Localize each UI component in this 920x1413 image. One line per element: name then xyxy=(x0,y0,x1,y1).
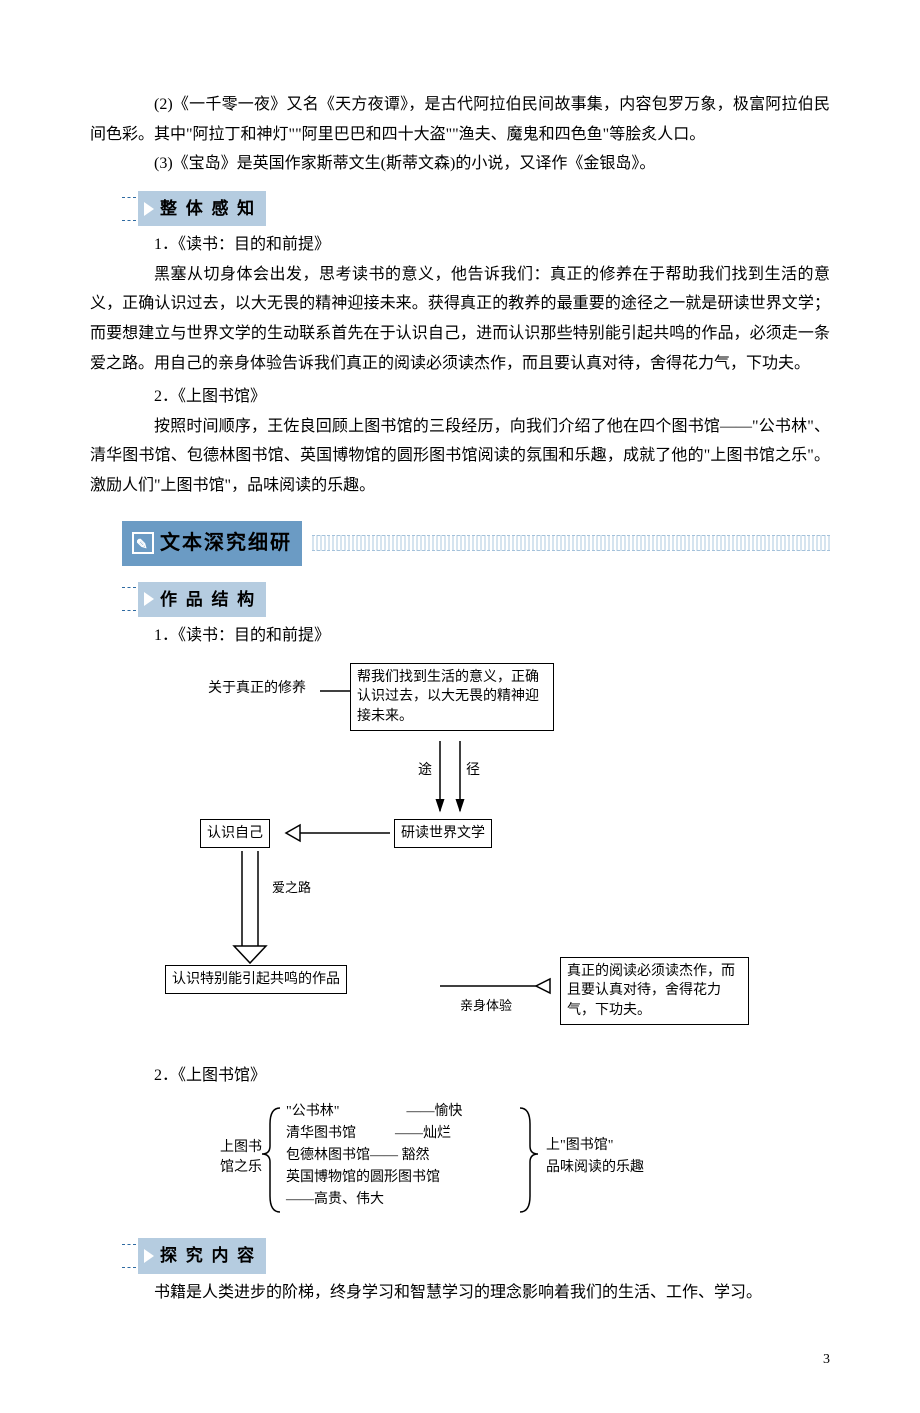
diagram2-row: ——高贵、伟大 xyxy=(286,1190,384,1210)
explore-p1: 书籍是人类进步的阶梯，终身学习和智慧学习的理念影响着我们的生活、工作、学习。 xyxy=(90,1278,830,1308)
page-number: 3 xyxy=(90,1347,830,1373)
diagram-node-box: 认识特别能引起共鸣的作品 xyxy=(165,965,347,995)
diagram2-cell: ——灿烂 xyxy=(395,1126,451,1141)
diagram-node-box: 帮我们找到生活的意义，正确认识过去，以大无畏的精神迎接未来。 xyxy=(350,663,554,732)
pencil-icon xyxy=(132,532,154,554)
diagram2-cell: ——愉快 xyxy=(406,1104,462,1119)
diagram2-left-top: 上图书 xyxy=(220,1138,262,1158)
section-tab-big: 文本深究细研 xyxy=(122,521,302,566)
section-title-big: 文本深究细研 xyxy=(160,525,292,562)
structure-title-2: 2．《上图书馆》 xyxy=(90,1061,830,1091)
decorative-dashes xyxy=(122,197,136,221)
diagram2-right-top: 上"图书馆" xyxy=(546,1136,613,1156)
diagram2-row: 清华图书馆 ——灿烂 xyxy=(286,1124,451,1144)
diagram2-cell: "公书林" xyxy=(286,1104,339,1119)
diagram2-right-bot: 品味阅读的乐趣 xyxy=(546,1158,644,1178)
decorative-bar xyxy=(312,535,830,551)
paragraph-p2: (3)《宝岛》是英国作家斯蒂文生(斯蒂文森)的小说，又译作《金银岛》。 xyxy=(90,149,830,179)
overview-p1: 黑塞从切身体会出发，思考读书的意义，他告诉我们：真正的修养在于帮助我们找到生活的… xyxy=(90,260,830,378)
diagram-node-box: 研读世界文学 xyxy=(394,819,492,849)
diagram2-cell: 包德林图书馆—— xyxy=(286,1148,398,1163)
diagram2-left-bot: 馆之乐 xyxy=(220,1158,262,1178)
overview-p2: 按照时间顺序，王佐良回顾上图书馆的三段经历，向我们介绍了他在四个图书馆——"公书… xyxy=(90,412,830,501)
diagram-node-label: 关于真正的修养 xyxy=(208,679,306,699)
structure-title-1: 1．《读书：目的和前提》 xyxy=(90,621,830,651)
chevron-right-icon xyxy=(144,1249,154,1263)
decorative-dashes xyxy=(122,1244,136,1268)
diagram2-row: "公书林" ——愉快 xyxy=(286,1102,462,1122)
chevron-right-icon xyxy=(144,592,154,606)
section-title: 整 体 感 知 xyxy=(160,193,256,224)
paragraph-p1: (2)《一千零一夜》又名《天方夜谭》，是古代阿拉伯民间故事集，内容包罗万象，极富… xyxy=(90,90,830,149)
diagram-label: 爱之路 xyxy=(272,879,311,897)
section-header-explore: 探 究 内 容 xyxy=(122,1238,830,1273)
section-title: 作 品 结 构 xyxy=(160,584,256,615)
diagram-label: 径 xyxy=(466,761,480,781)
diagram-label: 途 xyxy=(418,761,432,781)
section-tab: 整 体 感 知 xyxy=(138,191,266,226)
section-tab: 作 品 结 构 xyxy=(138,582,266,617)
section-header-overview: 整 体 感 知 xyxy=(122,191,830,226)
diagram2-cell: 清华图书馆 xyxy=(286,1126,356,1141)
section-header-deepstudy: 文本深究细研 xyxy=(122,521,830,566)
overview-title-1: 1．《读书：目的和前提》 xyxy=(90,230,830,260)
diagram-label: 亲身体验 xyxy=(460,997,512,1015)
diagram-node-box: 认识自己 xyxy=(200,819,270,849)
diagram-reading: 关于真正的修养 帮我们找到生活的意义，正确认识过去，以大无畏的精神迎接未来。 途… xyxy=(140,661,780,1051)
overview-title-2: 2．《上图书馆》 xyxy=(90,382,830,412)
diagram-node-box: 真正的阅读必须读杰作，而且要认真对待，舍得花力气，下功夫。 xyxy=(560,957,749,1026)
section-header-structure: 作 品 结 构 xyxy=(122,582,830,617)
section-tab: 探 究 内 容 xyxy=(138,1238,266,1273)
diagram-library: 上图书 馆之乐 "公书林" ——愉快 清华图书馆 ——灿烂 包德林图书馆—— 豁… xyxy=(210,1096,710,1226)
diagram2-cell: 豁然 xyxy=(402,1148,430,1163)
chevron-right-icon xyxy=(144,202,154,216)
diagram2-row: 英国博物馆的圆形图书馆 xyxy=(286,1168,440,1188)
decorative-dashes xyxy=(122,587,136,611)
diagram2-row: 包德林图书馆—— 豁然 xyxy=(286,1146,430,1166)
section-title: 探 究 内 容 xyxy=(160,1240,256,1271)
